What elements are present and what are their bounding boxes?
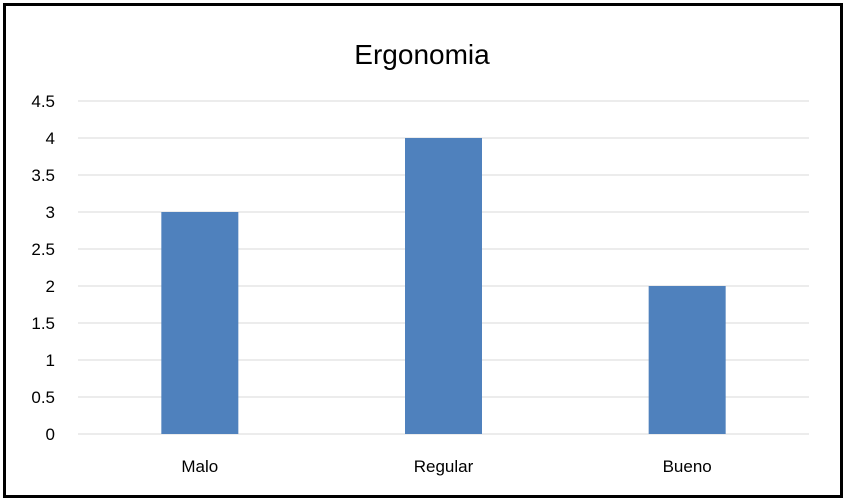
y-tick-label: 0 <box>46 425 55 444</box>
y-tick-label: 1.5 <box>31 314 55 333</box>
y-tick-label: 3.5 <box>31 166 55 185</box>
bars <box>161 138 726 434</box>
bar-malo <box>161 212 239 434</box>
chart-title: Ergonomia <box>354 39 490 70</box>
y-axis: 0 0.5 1 1.5 2 2.5 3 3.5 4 4.5 <box>31 92 55 444</box>
bar-chart: Ergonomia 0 0.5 1 1.5 2 2.5 3 3.5 4 4.5 Malo Regul… <box>31 39 809 476</box>
chart-frame: Ergonomia 0 0.5 1 1.5 2 2.5 3 3.5 4 4.5 Malo Regul… <box>3 3 843 498</box>
x-tick-label: Malo <box>181 457 218 476</box>
bar-regular <box>405 138 482 434</box>
x-tick-label: Bueno <box>663 457 712 476</box>
y-tick-label: 2.5 <box>31 240 55 259</box>
y-tick-label: 4.5 <box>31 92 55 111</box>
x-axis: Malo Regular Bueno <box>181 457 711 476</box>
y-tick-label: 1 <box>46 351 55 370</box>
y-tick-label: 4 <box>46 129 55 148</box>
y-tick-label: 2 <box>46 277 55 296</box>
x-tick-label: Regular <box>414 457 474 476</box>
y-tick-label: 3 <box>46 203 55 222</box>
y-tick-label: 0.5 <box>31 388 55 407</box>
bar-bueno <box>648 286 726 434</box>
